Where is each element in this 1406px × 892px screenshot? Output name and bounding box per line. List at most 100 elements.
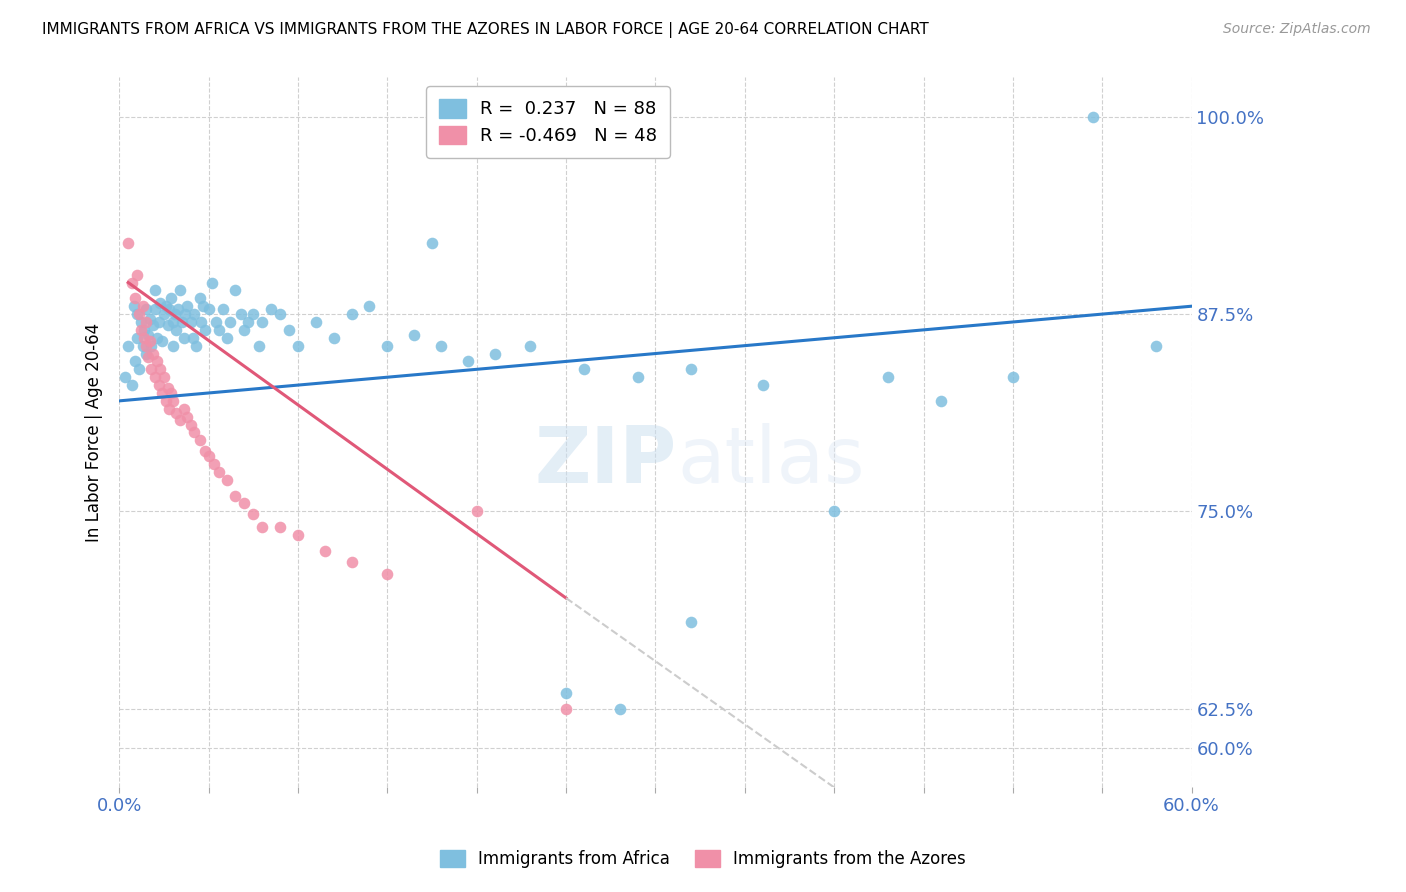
Point (287, 528, 309, 542)
Point (201, 276, 224, 290)
Point (224, 284, 246, 298)
Point (197, 302, 219, 317)
Point (146, 331, 169, 345)
Point (176, 299, 198, 313)
Point (174, 307, 197, 321)
Point (117, 338, 139, 352)
Point (160, 386, 183, 401)
Point (156, 318, 179, 333)
Point (215, 331, 238, 345)
Point (150, 386, 173, 401)
Text: Source: ZipAtlas.com: Source: ZipAtlas.com (1223, 22, 1371, 37)
Point (143, 284, 166, 298)
Point (1001, 370, 1024, 384)
Point (555, 686, 578, 700)
Point (242, 307, 264, 321)
Point (224, 489, 246, 503)
Point (180, 417, 202, 432)
Point (1144, 338, 1167, 352)
Point (252, 315, 274, 329)
Point (149, 362, 172, 376)
Point (124, 291, 146, 305)
Point (404, 327, 426, 342)
Point (143, 302, 166, 317)
Point (134, 323, 156, 337)
Point (465, 504, 488, 518)
Point (142, 346, 165, 360)
Point (148, 378, 170, 392)
Point (181, 331, 204, 345)
Point (180, 315, 202, 329)
Point (162, 338, 184, 352)
Point (136, 327, 159, 342)
Point (269, 307, 291, 321)
Point (129, 315, 152, 329)
Point (166, 407, 188, 421)
Point (122, 299, 145, 313)
Point (193, 299, 215, 313)
Point (162, 393, 184, 408)
Point (127, 268, 149, 282)
Point (377, 338, 399, 352)
Point (229, 307, 252, 321)
Point (138, 334, 160, 348)
Point (160, 291, 183, 305)
Point (183, 307, 205, 321)
Point (157, 401, 180, 416)
Point (252, 520, 274, 534)
Point (127, 307, 149, 321)
Point (194, 323, 217, 337)
Point (197, 449, 219, 463)
Point (184, 338, 207, 352)
Point (233, 496, 256, 510)
Point (420, 236, 443, 251)
Point (457, 354, 479, 368)
Text: 0.0%: 0.0% (97, 797, 142, 815)
Point (128, 307, 150, 321)
Point (169, 413, 191, 427)
Legend: R =  0.237   N = 88, R = -0.469   N = 48: R = 0.237 N = 88, R = -0.469 N = 48 (426, 87, 671, 158)
Point (135, 346, 157, 360)
Point (269, 520, 291, 534)
Point (143, 370, 166, 384)
Point (129, 323, 152, 337)
Point (876, 370, 898, 384)
Point (131, 299, 153, 313)
Point (260, 302, 283, 317)
Point (430, 338, 453, 352)
Point (340, 555, 363, 569)
Text: IMMIGRANTS FROM AFRICA VS IMMIGRANTS FROM THE AZORES IN LABOR FORCE | AGE 20-64 : IMMIGRANTS FROM AFRICA VS IMMIGRANTS FRO… (42, 22, 929, 38)
Point (169, 284, 191, 298)
Point (176, 409, 198, 424)
Point (183, 425, 205, 440)
Point (247, 338, 270, 352)
Point (204, 315, 226, 329)
Legend: Immigrants from Africa, Immigrants from the Azores: Immigrants from Africa, Immigrants from … (433, 843, 973, 875)
Point (287, 338, 309, 352)
Point (114, 370, 136, 384)
Point (322, 331, 344, 345)
Point (138, 311, 160, 326)
Point (155, 299, 177, 313)
Point (1083, 110, 1105, 124)
Point (135, 302, 157, 317)
Point (340, 307, 363, 321)
Y-axis label: In Labor Force | Age 20-64: In Labor Force | Age 20-64 (86, 323, 103, 542)
Point (519, 338, 541, 352)
Point (153, 370, 176, 384)
Point (208, 323, 231, 337)
Point (681, 362, 703, 376)
Point (751, 378, 773, 392)
Point (278, 323, 301, 337)
Point (626, 370, 648, 384)
Point (484, 346, 506, 360)
Point (121, 378, 143, 392)
Point (163, 307, 186, 321)
Point (156, 381, 179, 395)
Point (188, 291, 211, 305)
Point (314, 543, 336, 558)
Point (135, 338, 157, 352)
Point (155, 393, 177, 408)
Point (305, 315, 328, 329)
Point (212, 302, 235, 317)
